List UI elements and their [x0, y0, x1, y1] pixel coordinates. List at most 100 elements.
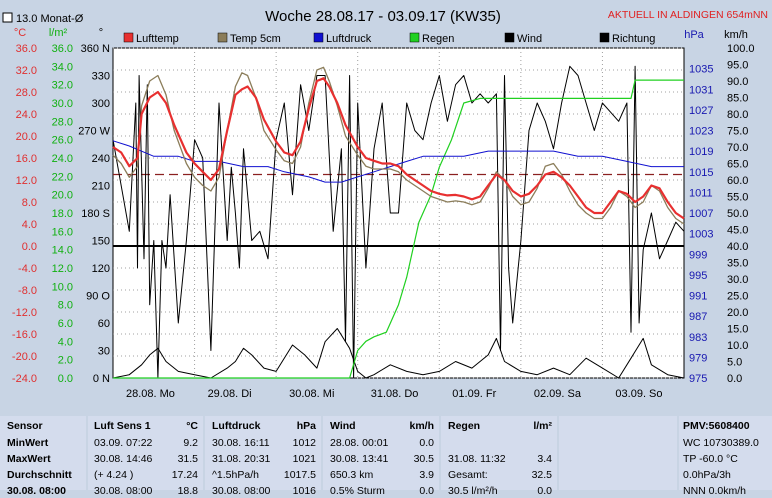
direction-tick-label: 360 N	[81, 43, 110, 55]
statistics-table: Sensor MinWert MaxWert Durchschnitt 30.0…	[0, 416, 772, 497]
stats-regen-unit: l/m²	[533, 420, 552, 432]
stats-cell: 0.0	[537, 485, 552, 497]
rain-tick-label: 10.0	[52, 281, 73, 293]
direction-tick-label: 330	[92, 71, 110, 83]
pressure-tick-label: 1015	[689, 167, 713, 179]
stats-cell: 0.0	[419, 437, 434, 449]
pressure-tick-label: 1003	[689, 229, 713, 241]
rain-tick-label: 0.0	[58, 373, 73, 385]
direction-tick-label: 30	[98, 346, 110, 358]
stats-regen-panel: Regen l/m² 31.08. 11:32 3.4 Gesamt: 32.5…	[441, 416, 557, 497]
temp-tick-label: -20.0	[12, 351, 37, 363]
direction-tick-label: 240	[92, 153, 110, 165]
stats-cell: (+ 4.24 )	[94, 469, 134, 481]
live-location-label: AKTUELL IN ALDINGEN 654mNN	[608, 9, 768, 21]
rain-tick-label: 12.0	[52, 263, 73, 275]
pressure-tick-label: 1007	[689, 208, 713, 220]
stats-wind-title: Wind	[330, 420, 356, 432]
rain-tick-label: 8.0	[58, 300, 73, 312]
rain-tick-label: 6.0	[58, 318, 73, 330]
rain-tick-label: 36.0	[52, 43, 73, 55]
stats-druck-unit: hPa	[296, 420, 316, 432]
stats-wind-unit: km/h	[409, 420, 434, 432]
rain-tick-label: 4.0	[58, 336, 73, 348]
legend-label: Lufttemp	[136, 33, 179, 45]
stats-pmv-title: PMV:5608400	[683, 420, 750, 432]
stats-cell: 30.08. 13:41	[330, 453, 389, 465]
x-tick-label: 28.08. Mo	[126, 388, 175, 400]
stats-sensor-title: Sensor	[7, 420, 43, 432]
legend-swatch	[217, 32, 228, 43]
temp-tick-label: -8.0	[18, 285, 37, 297]
direction-tick-label: 300	[92, 98, 110, 110]
wind-tick-label: 60.0	[727, 175, 748, 187]
temp-tick-label: -12.0	[12, 307, 37, 319]
direction-tick-label: 120	[92, 263, 110, 275]
weather-chart: 36.0 32.0 28.0 24.0 20.0 16.0 12.0 8.0 4.0 0.0 -4.…	[2, 8, 768, 400]
stats-cell: 30.08. 14:46	[94, 453, 153, 465]
pressure-tick-label: 979	[689, 352, 707, 364]
temp-tick-label: 28.0	[16, 87, 37, 99]
temp-tick-label: 8.0	[22, 197, 37, 209]
stats-cell: 30.08. 16:11	[212, 437, 270, 449]
stats-row-label: Durchschnitt	[7, 469, 72, 481]
rain-tick-label: 16.0	[52, 226, 73, 238]
stats-row-label: 30.08. 08:00	[7, 485, 66, 497]
x-tick-label: 29.08. Di	[208, 388, 252, 400]
direction-tick-label: 270 W	[78, 126, 110, 138]
stats-cell: 0.0	[419, 485, 434, 497]
pressure-tick-label: 995	[689, 270, 707, 282]
wind-tick-label: 55.0	[727, 192, 748, 204]
rain-tick-label: 30.0	[52, 98, 73, 110]
legend-swatch	[123, 32, 134, 43]
pressure-tick-label: 1035	[689, 64, 713, 76]
pressure-tick-label: 1027	[689, 105, 713, 117]
stats-cell: 1017.5	[283, 469, 316, 481]
legend-label: Wind	[517, 33, 542, 45]
x-tick-label: 02.09. Sa	[534, 388, 582, 400]
direction-tick-label: 90 O	[86, 291, 110, 303]
pressure-tick-label: 1023	[689, 126, 713, 138]
stats-empty-panel	[559, 416, 677, 490]
direction-tick-label: 0 N	[93, 373, 110, 385]
axes-group: 36.0 32.0 28.0 24.0 20.0 16.0 12.0 8.0 4.0 0.0 -4.…	[12, 43, 755, 385]
stats-pmv-panel: PMV:5608400 WC 10730389.0 TP -60.0 °C 0.…	[679, 416, 772, 497]
rain-tick-label: 20.0	[52, 190, 73, 202]
pressure-tick-label: 1019	[689, 146, 713, 158]
wind-tick-label: 80.0	[727, 109, 748, 121]
stats-row-label: MinWert	[7, 437, 49, 449]
stats-sensor-panel: Sensor MinWert MaxWert Durchschnitt 30.0…	[0, 416, 86, 497]
legend-swatch	[313, 32, 324, 43]
pressure-tick-label: 975	[689, 373, 707, 385]
stats-cell: 31.5	[177, 453, 198, 465]
stats-cell: 30.5 l/m²/h	[448, 485, 498, 497]
wind-tick-label: 50.0	[727, 208, 748, 220]
series-line-richtung	[112, 65, 685, 379]
rain-tick-label: 14.0	[52, 245, 73, 257]
wind-tick-label: 25.0	[727, 291, 748, 303]
rain-tick-label: 26.0	[52, 135, 73, 147]
month-avg-checkbox[interactable]	[2, 12, 13, 23]
stats-cell: TP -60.0 °C	[683, 453, 738, 465]
rain-tick-label: 2.0	[58, 355, 73, 367]
legend-label: Regen	[422, 33, 454, 45]
temp-tick-label: -24.0	[12, 373, 37, 385]
month-avg-label: 13.0 Monat-Ø	[16, 13, 84, 25]
wind-tick-label: 30.0	[727, 274, 748, 286]
series-line-luftdruck	[112, 140, 684, 183]
temp-tick-label: 20.0	[16, 131, 37, 143]
stats-cell: 32.5	[531, 469, 552, 481]
wind-tick-label: 40.0	[727, 241, 748, 253]
temp-tick-label: -4.0	[18, 263, 37, 275]
temp-tick-label: 24.0	[16, 109, 37, 121]
x-axis-labels: 28.08. Mo 29.08. Di 30.08. Mi 31.08. Do 01.0…	[126, 388, 663, 400]
direction-tick-label: 60	[98, 318, 110, 330]
series-line-wind	[112, 328, 685, 379]
pressure-tick-label: 987	[689, 311, 707, 323]
stats-cell: 30.08. 08:00	[212, 485, 271, 497]
direction-tick-label: 150	[92, 236, 110, 248]
stats-druck-title: Luftdruck	[212, 420, 261, 432]
stats-cell: 3.4	[537, 453, 552, 465]
legend-swatch	[409, 32, 420, 43]
stats-luft-panel: Luft Sens 1 °C 03.09. 07:22 9.2 30.08. 1…	[88, 416, 203, 497]
